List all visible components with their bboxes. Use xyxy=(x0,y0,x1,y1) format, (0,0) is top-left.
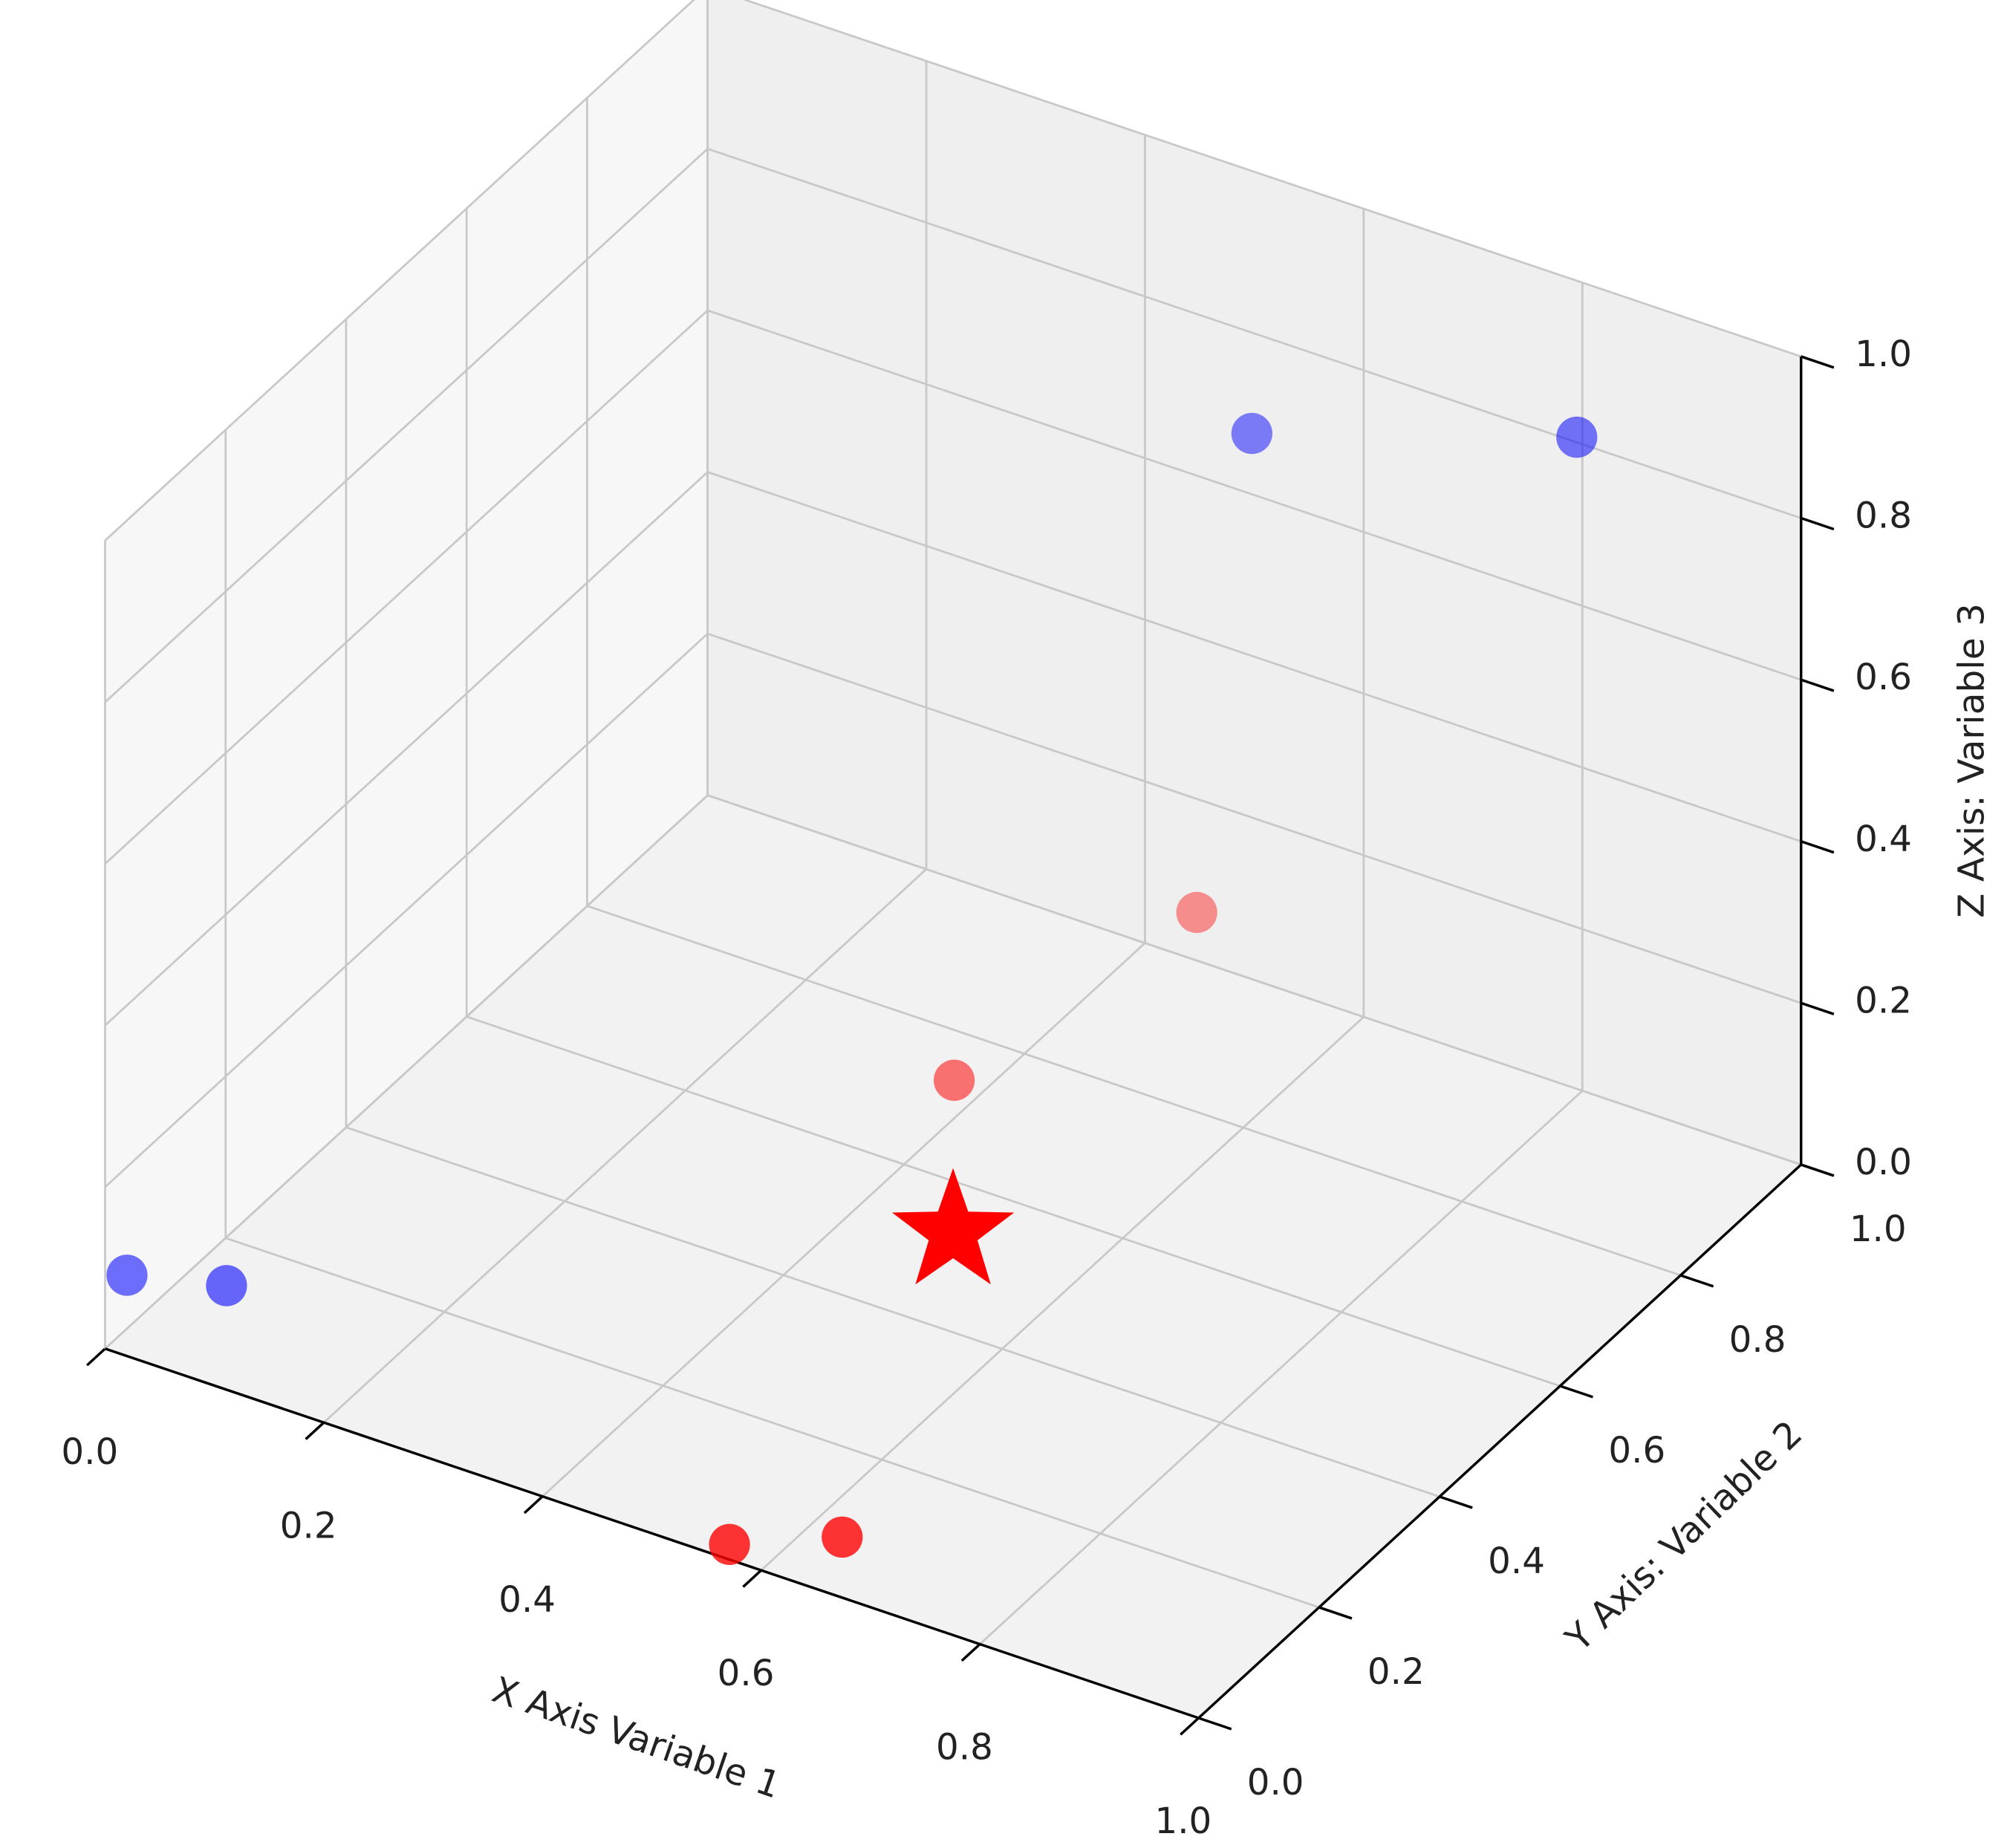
scatter-point xyxy=(1176,891,1217,934)
grid-line xyxy=(707,471,1802,843)
z-tick-label: 0.6 xyxy=(1855,657,1912,698)
grid-line xyxy=(586,905,1681,1277)
scatter-point xyxy=(709,1523,750,1566)
grid-line xyxy=(104,633,709,1188)
scatter-point xyxy=(933,1059,975,1102)
grid-line xyxy=(104,794,709,1350)
grid-line xyxy=(742,0,1802,358)
x-tick-label: 0.0 xyxy=(61,1431,118,1473)
grid-line xyxy=(541,942,1146,1497)
z-axis-title: Z Axis: Variable 3 xyxy=(1951,603,1993,918)
y-tick-label: 0.0 xyxy=(1247,1762,1304,1803)
x-tick xyxy=(305,1421,325,1440)
y-tick-label: 0.4 xyxy=(1488,1540,1545,1582)
grid-line xyxy=(104,148,709,703)
grid-line xyxy=(466,1015,1561,1387)
y-tick xyxy=(1679,1274,1714,1288)
y-tick xyxy=(1439,1495,1473,1509)
x-tick-label: 0.2 xyxy=(280,1505,337,1546)
y-tick-label: 0.6 xyxy=(1608,1430,1665,1471)
x-tick xyxy=(960,1643,981,1662)
axis-line xyxy=(104,1347,1200,1720)
z-tick xyxy=(1801,355,1835,369)
scatter-point xyxy=(1231,412,1272,455)
z-tick xyxy=(1801,678,1835,692)
y-tick-label: 0.2 xyxy=(1367,1651,1425,1693)
grid-line xyxy=(707,794,1802,1166)
grid-line xyxy=(322,868,927,1424)
z-tick xyxy=(1801,1163,1835,1177)
scatter-point xyxy=(206,1265,247,1307)
x-tick-label: 0.8 xyxy=(936,1727,993,1769)
grid-line xyxy=(225,1237,1320,1609)
y-tick-label: 0.8 xyxy=(1729,1319,1786,1361)
grid-line xyxy=(104,309,709,865)
x-tick xyxy=(742,1569,762,1588)
grid-line xyxy=(760,1016,1365,1572)
z-tick xyxy=(1801,516,1835,531)
y-tick xyxy=(1559,1385,1593,1399)
scatter-point xyxy=(106,1255,148,1296)
y-tick xyxy=(1198,1717,1232,1731)
grid-line xyxy=(707,147,1802,519)
grid-line xyxy=(104,471,709,1027)
y-tick xyxy=(1318,1606,1353,1620)
grid-line xyxy=(345,1126,1440,1498)
x-tick xyxy=(1180,1717,1200,1736)
x-tick-label: 1.0 xyxy=(1154,1800,1211,1842)
grid-line xyxy=(707,632,1802,1004)
grid-line xyxy=(104,0,695,541)
z-tick-label: 0.8 xyxy=(1855,495,1912,536)
star-point xyxy=(891,1168,1015,1285)
z-tick-label: 0.0 xyxy=(1855,1142,1912,1183)
x-tick-label: 0.4 xyxy=(498,1579,556,1621)
grid-line xyxy=(707,309,1802,681)
x-tick xyxy=(523,1495,544,1514)
z-tick-label: 0.2 xyxy=(1855,980,1912,1021)
grid-line xyxy=(979,1090,1584,1645)
z-tick xyxy=(1801,840,1835,854)
axis-line xyxy=(1197,1163,1802,1720)
scatter-point xyxy=(1556,416,1598,458)
x-tick xyxy=(86,1347,106,1367)
z-tick xyxy=(1801,1001,1835,1015)
scatter-point xyxy=(822,1516,863,1558)
y-axis-title: Y Axis: Variable 2 xyxy=(1558,1413,1811,1660)
z-tick-label: 0.4 xyxy=(1855,819,1912,860)
y-tick-label: 1.0 xyxy=(1850,1208,1907,1250)
z-tick-label: 1.0 xyxy=(1855,334,1912,375)
x-tick-label: 0.6 xyxy=(718,1653,775,1694)
